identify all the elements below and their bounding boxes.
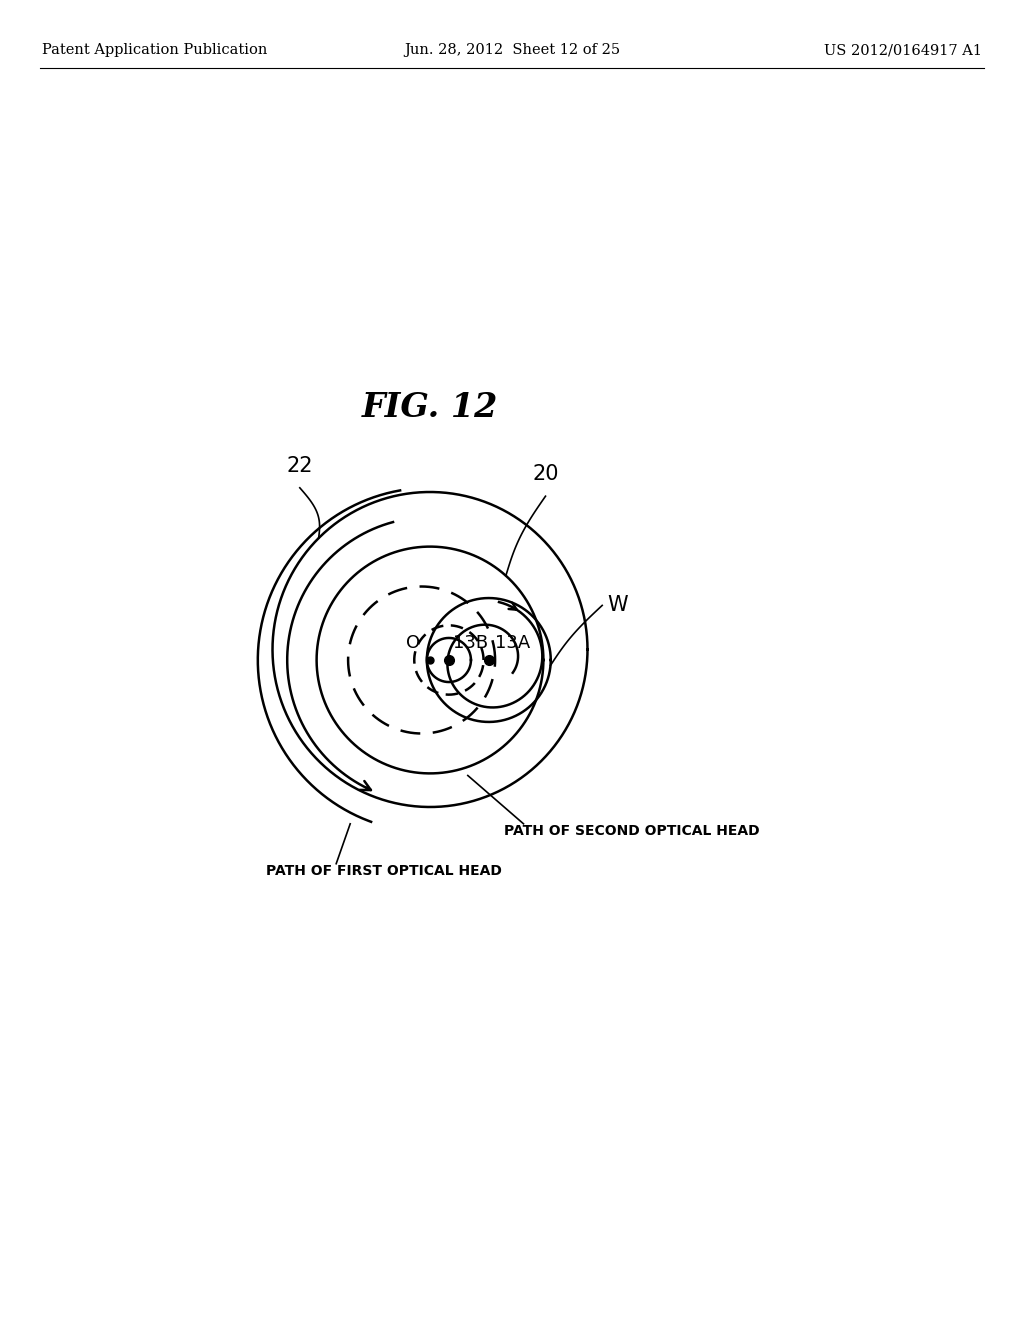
Text: W: W (607, 595, 628, 615)
Text: FIG. 12: FIG. 12 (361, 391, 499, 424)
Text: PATH OF SECOND OPTICAL HEAD: PATH OF SECOND OPTICAL HEAD (504, 824, 759, 838)
Text: 22: 22 (287, 455, 313, 475)
Text: PATH OF FIRST OPTICAL HEAD: PATH OF FIRST OPTICAL HEAD (266, 863, 502, 878)
Text: 13A: 13A (495, 634, 530, 652)
Text: US 2012/0164917 A1: US 2012/0164917 A1 (824, 44, 982, 57)
Text: 20: 20 (532, 465, 559, 484)
Text: Jun. 28, 2012  Sheet 12 of 25: Jun. 28, 2012 Sheet 12 of 25 (403, 44, 621, 57)
Text: Patent Application Publication: Patent Application Publication (42, 44, 267, 57)
Text: O: O (406, 634, 420, 652)
Text: 13B: 13B (453, 634, 488, 652)
